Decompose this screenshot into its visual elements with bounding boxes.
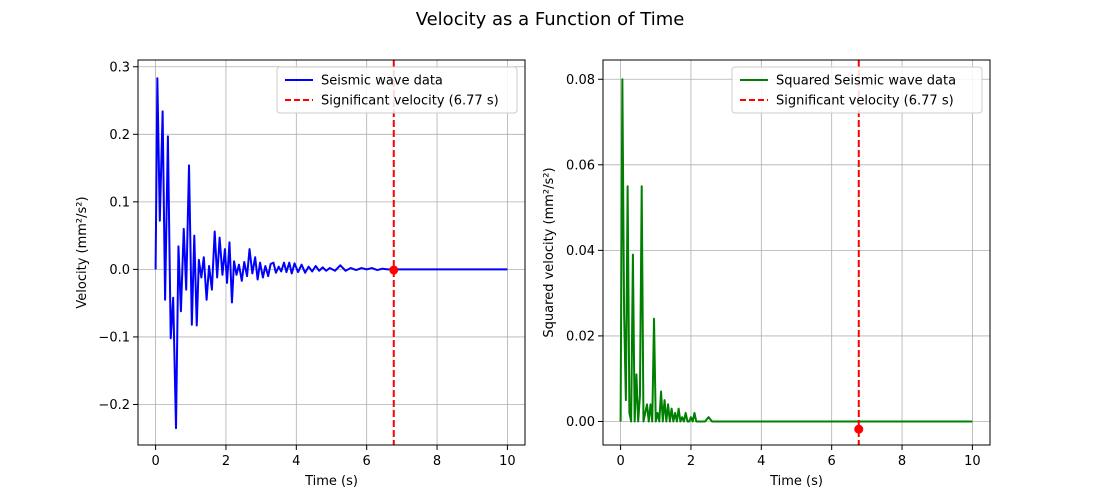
right-legend-label: Squared Seismic wave data <box>776 74 956 89</box>
right-series-line <box>619 78 973 423</box>
right-ytick-label: 0.06 <box>566 158 595 173</box>
left-xtick-label: 10 <box>499 454 516 469</box>
right-xtick-label: 6 <box>828 454 836 469</box>
right-ytick-label: 0.00 <box>566 415 595 430</box>
right-legend: Squared Seismic wave data Significant vel… <box>731 66 983 114</box>
left-axes-frame <box>137 59 526 446</box>
right-x-axis-label: Time (s) <box>769 474 823 489</box>
right-significant-point <box>854 424 864 434</box>
left-xtick-label: 6 <box>363 454 371 469</box>
left-y-axis-label: Velocity (mm²/s²) <box>75 196 90 308</box>
right-xtick-label: 0 <box>616 454 624 469</box>
right-xtick-label: 8 <box>898 454 906 469</box>
right-y-axis-label: Squared velocity (mm²/s²) <box>542 167 557 337</box>
right-ytick-label: 0.02 <box>566 329 595 344</box>
left-ytick-label: −0.2 <box>98 398 130 413</box>
right-ytick-label: 0.04 <box>566 244 595 259</box>
right-xtick-label: 2 <box>687 454 695 469</box>
left-xtick-label: 8 <box>433 454 441 469</box>
left-significant-point <box>389 265 399 275</box>
right-xtick-label: 10 <box>964 454 981 469</box>
left-ytick-label: 0.0 <box>109 263 130 278</box>
left-xtick-label: 0 <box>151 454 159 469</box>
left-chart-axes: 0 2 4 6 8 10 −0.2 −0.1 0.0 0.1 0.2 0.3 Time (s) Veloc… <box>75 59 526 489</box>
left-legend-label: Significant velocity (6.77 s) <box>321 94 499 109</box>
left-legend-label: Seismic wave data <box>321 74 443 89</box>
left-series-line <box>154 77 508 430</box>
left-ytick-label: 0.2 <box>109 128 130 143</box>
left-x-axis-label: Time (s) <box>304 474 358 489</box>
right-ytick-label: 0.08 <box>566 73 595 88</box>
right-xtick-label: 4 <box>757 454 765 469</box>
right-axes-frame <box>602 59 991 446</box>
left-xtick-label: 4 <box>292 454 300 469</box>
left-ytick-label: −0.1 <box>98 330 130 345</box>
left-legend-box <box>276 66 518 114</box>
figure-title: Velocity as a Function of Time <box>416 9 685 30</box>
right-legend-label: Significant velocity (6.77 s) <box>776 94 954 109</box>
left-xtick-label: 2 <box>222 454 230 469</box>
right-legend-box <box>731 66 983 114</box>
left-ytick-label: 0.1 <box>109 195 130 210</box>
right-chart-axes: 0 2 4 6 8 10 0.00 0.02 0.04 0.06 0.08 Time (s) Squar… <box>542 59 991 489</box>
left-legend: Seismic wave data Significant velocity (6… <box>276 66 518 114</box>
left-ytick-label: 0.3 <box>109 60 130 75</box>
